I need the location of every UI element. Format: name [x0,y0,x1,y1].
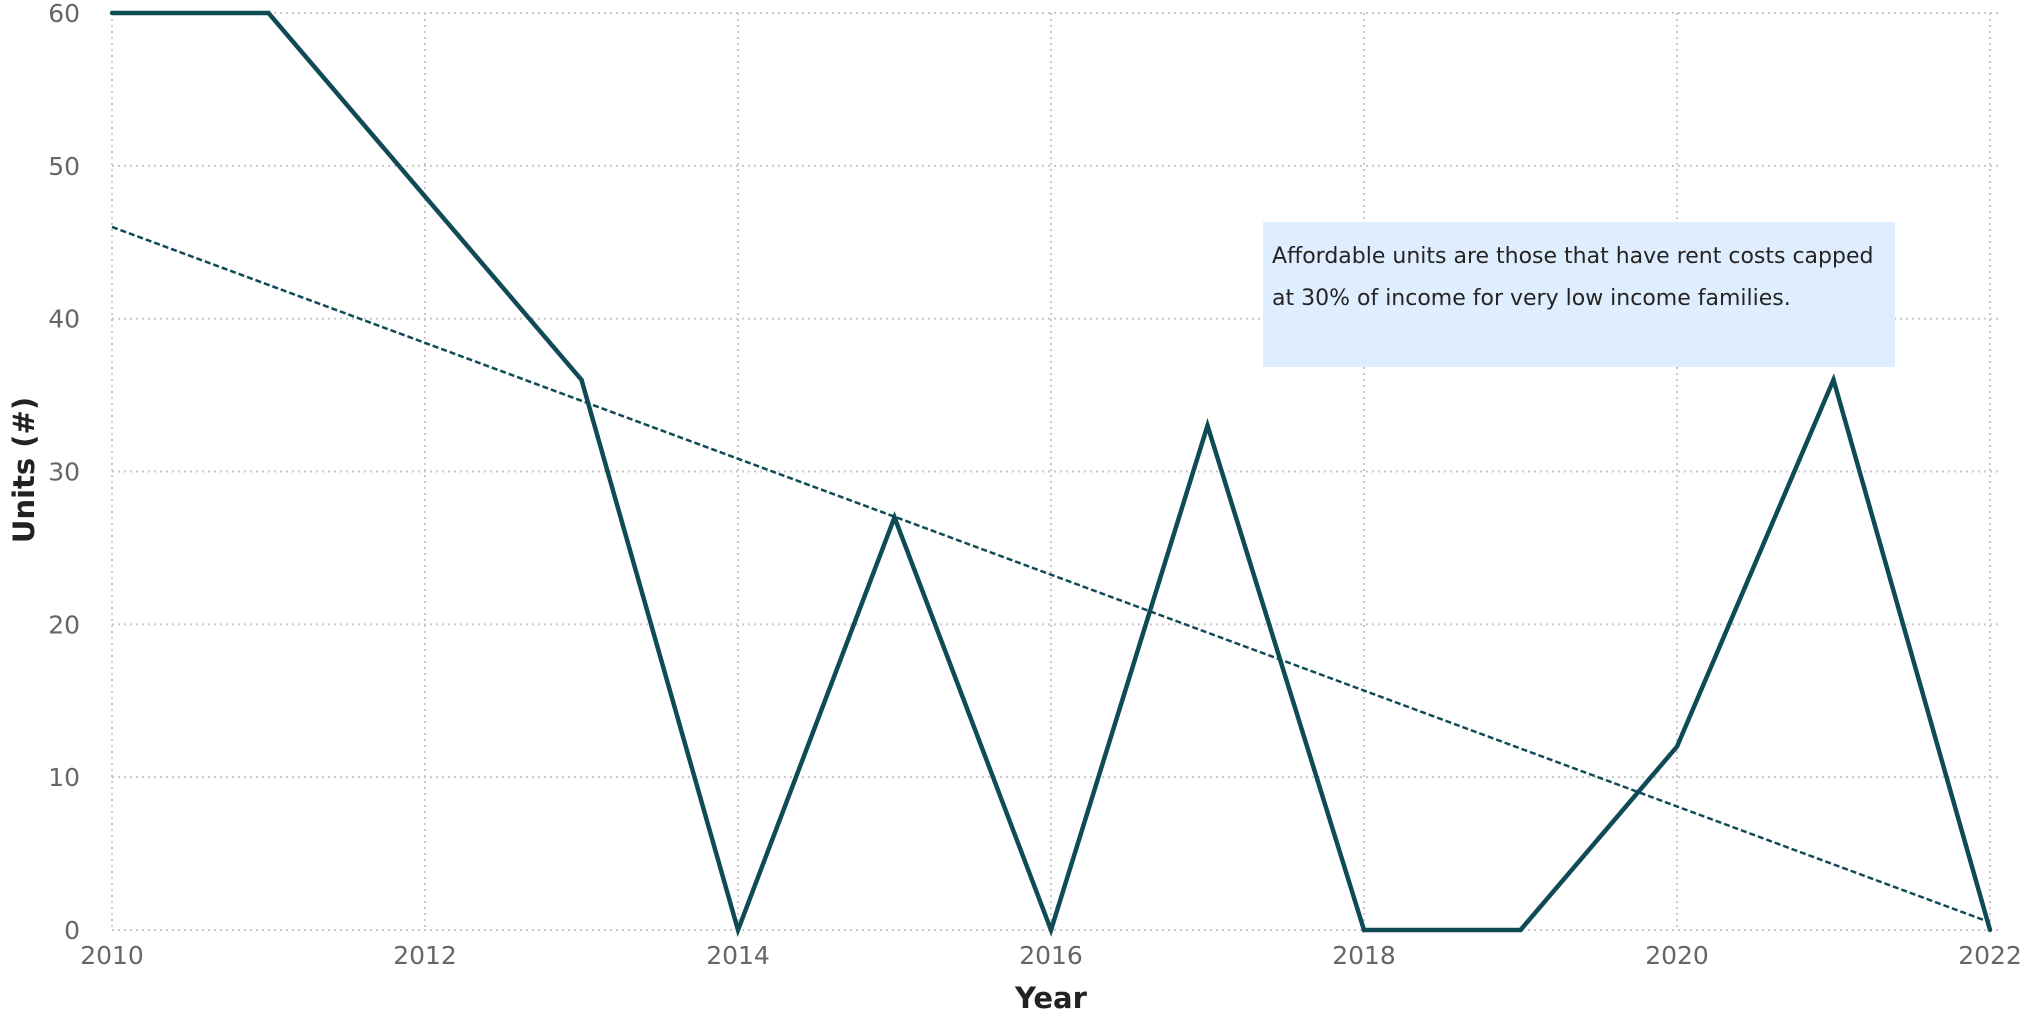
y-tick-label: 50 [48,152,80,181]
y-tick-label: 30 [48,458,80,487]
data-point [1205,423,1210,428]
x-tick-label: 2014 [706,941,770,970]
x-axis-ticks: 2010 2012 2014 2016 2018 2020 2022 [80,941,2021,970]
x-tick-label: 2010 [80,941,144,970]
series-layer [109,10,1993,938]
y-tick-label: 10 [48,763,80,792]
trendline [111,225,1991,924]
y-tick-label: 20 [48,610,80,639]
grid [111,12,2000,931]
data-point [109,10,115,16]
data-point [266,10,271,16]
data-point [1674,744,1680,749]
x-tick-label: 2012 [393,941,457,970]
data-point [1518,927,1523,933]
trendline-layer [111,225,1991,924]
y-axis-ticks: 0 10 20 30 40 50 60 [48,0,80,945]
data-point [735,927,741,933]
x-axis-title: Year [1014,981,1088,1013]
data-point [1048,927,1054,933]
x-tick-label: 2022 [1958,941,2021,970]
x-tick-label: 2016 [1019,941,1083,970]
data-point [892,515,897,520]
annotation-box: Affordable units are those that have ren… [1263,222,1895,367]
y-tick-label: 40 [48,305,80,334]
data-point [422,194,428,199]
x-tick-label: 2020 [1645,941,1709,970]
y-tick-label: 0 [64,916,80,945]
data-point [1831,377,1836,382]
x-tick-label: 2018 [1332,941,1396,970]
annotation-text: Affordable units are those that have ren… [1272,244,1874,311]
data-point [1987,927,1993,933]
data-point [579,377,584,382]
y-tick-label: 60 [48,0,80,28]
data-point [1361,927,1367,933]
y-axis-title: Units (#) [7,397,41,543]
